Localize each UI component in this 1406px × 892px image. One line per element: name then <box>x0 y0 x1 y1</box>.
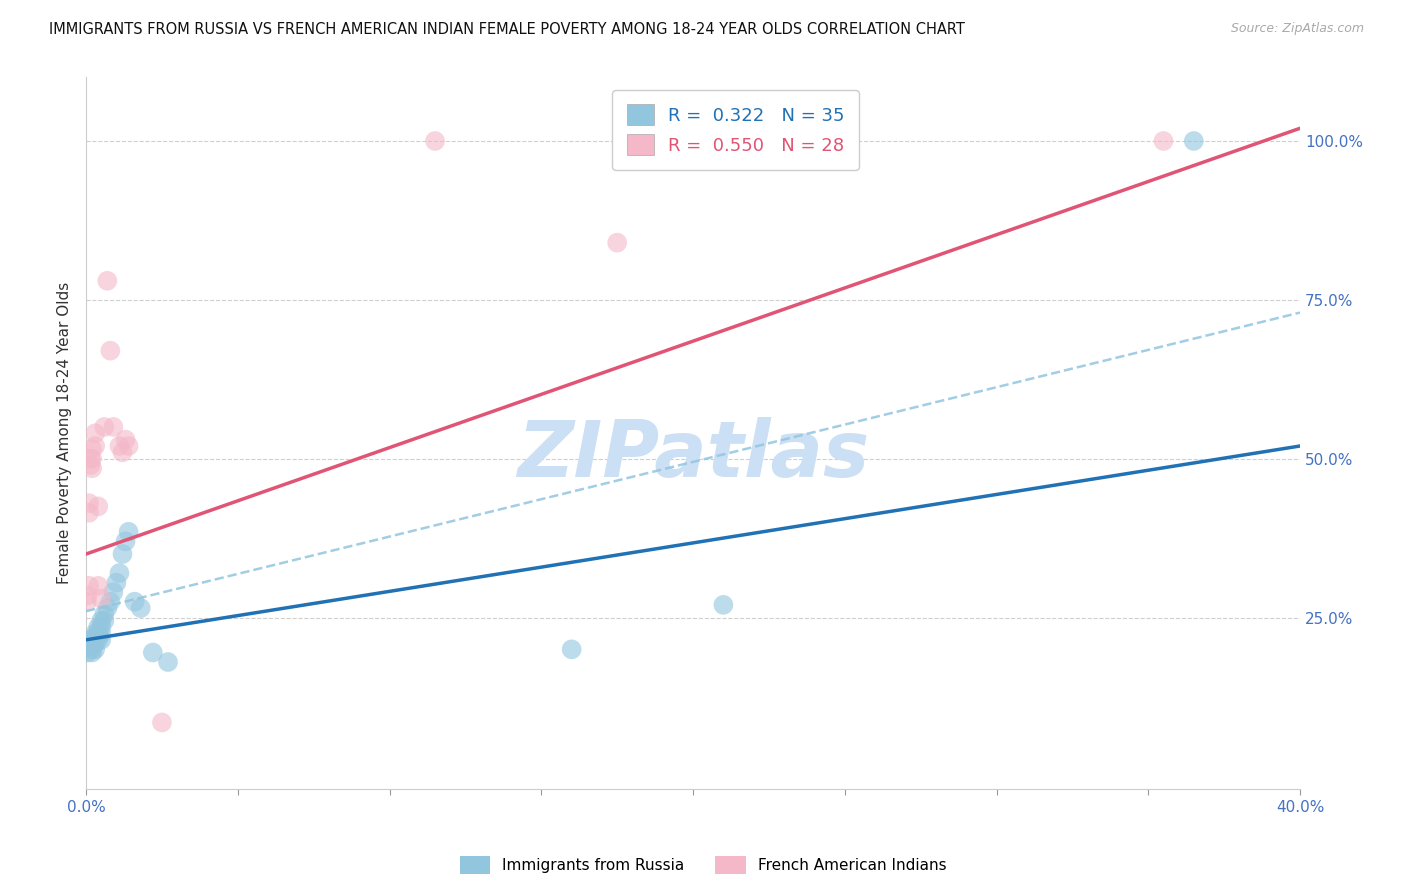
Point <box>82 636 104 650</box>
Point <box>87 500 110 514</box>
Point <box>82 461 104 475</box>
Point <box>77 496 100 510</box>
Point <box>1152 134 1174 148</box>
Point <box>76 588 98 602</box>
Point <box>79 636 101 650</box>
Point <box>124 595 146 609</box>
Point <box>84 426 107 441</box>
Point <box>98 595 121 609</box>
Point <box>108 439 131 453</box>
Point <box>90 626 112 640</box>
Text: Source: ZipAtlas.com: Source: ZipAtlas.com <box>1230 22 1364 36</box>
Point <box>77 506 100 520</box>
Point <box>142 646 165 660</box>
Point <box>84 642 107 657</box>
Text: IMMIGRANTS FROM RUSSIA VS FRENCH AMERICAN INDIAN FEMALE POVERTY AMONG 18-24 YEAR: IMMIGRANTS FROM RUSSIA VS FRENCH AMERICA… <box>49 22 965 37</box>
Point <box>82 642 104 657</box>
Point <box>84 439 107 453</box>
Point <box>742 134 765 148</box>
Point <box>82 451 104 466</box>
Point <box>96 274 118 288</box>
Point <box>713 598 735 612</box>
Point <box>103 585 125 599</box>
Point <box>98 343 121 358</box>
Point <box>561 642 583 657</box>
Point <box>77 639 100 653</box>
Point <box>87 579 110 593</box>
Point <box>111 547 134 561</box>
Text: ZIPatlas: ZIPatlas <box>517 417 869 492</box>
Point <box>76 595 98 609</box>
Point <box>87 626 110 640</box>
Point <box>93 607 115 622</box>
Point <box>96 601 118 615</box>
Point <box>82 442 104 457</box>
Point <box>108 566 131 580</box>
Point <box>93 614 115 628</box>
Point <box>156 655 179 669</box>
Point <box>90 620 112 634</box>
Legend: Immigrants from Russia, French American Indians: Immigrants from Russia, French American … <box>453 850 953 880</box>
Point <box>90 632 112 647</box>
Point <box>114 433 136 447</box>
Point <box>111 445 134 459</box>
Point <box>423 134 446 148</box>
Legend: R =  0.322   N = 35, R =  0.550   N = 28: R = 0.322 N = 35, R = 0.550 N = 28 <box>612 90 859 169</box>
Point <box>77 579 100 593</box>
Point <box>84 630 107 644</box>
Point <box>105 575 128 590</box>
Point <box>90 614 112 628</box>
Point <box>87 620 110 634</box>
Point <box>76 646 98 660</box>
Point <box>129 601 152 615</box>
Point <box>93 420 115 434</box>
Point <box>79 458 101 472</box>
Point <box>77 632 100 647</box>
Point <box>150 715 173 730</box>
Point <box>87 632 110 647</box>
Point <box>1182 134 1205 148</box>
Point <box>103 420 125 434</box>
Point <box>117 524 139 539</box>
Point <box>606 235 628 250</box>
Point <box>117 439 139 453</box>
Point <box>90 591 112 606</box>
Y-axis label: Female Poverty Among 18-24 Year Olds: Female Poverty Among 18-24 Year Olds <box>58 282 72 584</box>
Point <box>84 626 107 640</box>
Point <box>82 646 104 660</box>
Point <box>114 534 136 549</box>
Point <box>84 636 107 650</box>
Point <box>79 451 101 466</box>
